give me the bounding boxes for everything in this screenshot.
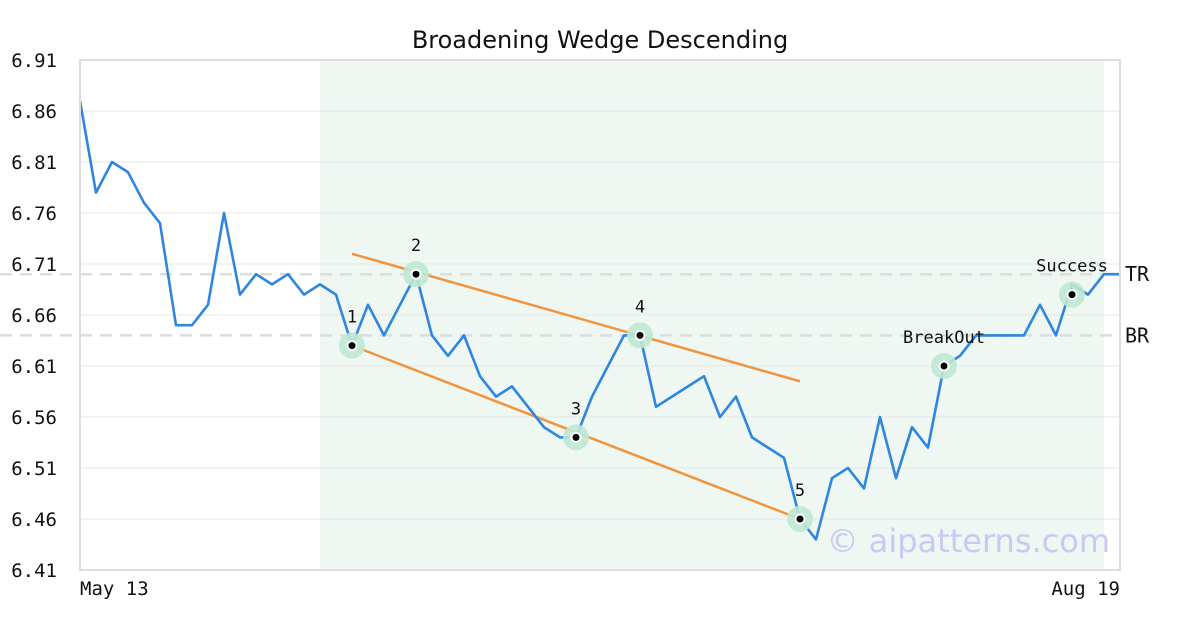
x-tick-label: May 13 xyxy=(80,578,149,600)
y-tick-label: 6.66 xyxy=(11,305,57,327)
y-tick-label: 6.41 xyxy=(11,560,57,582)
point-marker xyxy=(348,342,356,350)
y-tick-label: 6.56 xyxy=(11,407,57,429)
point-marker xyxy=(940,362,948,370)
y-tick-label: 6.86 xyxy=(11,101,57,123)
grid-lines xyxy=(80,110,1120,520)
y-tick-label: 6.91 xyxy=(11,50,57,72)
y-tick-label: 6.51 xyxy=(11,458,57,480)
point-label: 3 xyxy=(571,399,581,419)
point-marker xyxy=(1068,291,1076,299)
watermark: © aipatterns.com xyxy=(827,522,1110,560)
level-label: TR xyxy=(1125,262,1150,286)
point-label: BreakOut xyxy=(903,328,985,348)
pattern-points: 1 2 3 4 5 BreakOut Success xyxy=(339,236,1108,532)
point-marker xyxy=(412,270,420,278)
chart-title: Broadening Wedge Descending xyxy=(412,26,788,54)
point-marker xyxy=(572,433,580,441)
level-lines: TR BR xyxy=(0,262,1150,347)
y-tick-label: 6.46 xyxy=(11,509,57,531)
level-label: BR xyxy=(1125,323,1150,347)
point-label: 5 xyxy=(795,481,805,501)
point-label: 2 xyxy=(411,236,421,256)
y-tick-label: 6.76 xyxy=(11,203,57,225)
y-axis: 6.91 6.86 6.81 6.76 6.71 6.66 6.61 6.56 6.51 6.46… xyxy=(11,50,57,582)
x-tick-label: Aug 19 xyxy=(1051,578,1120,600)
point-label: Success xyxy=(1036,257,1108,277)
point-label: 4 xyxy=(635,297,645,317)
y-tick-label: 6.71 xyxy=(11,254,57,276)
point-marker xyxy=(636,331,644,339)
x-axis: May 13 Aug 19 xyxy=(80,578,1120,600)
point-marker xyxy=(796,515,804,523)
y-tick-label: 6.81 xyxy=(11,152,57,174)
plot-frame xyxy=(79,59,1121,571)
point-label: 1 xyxy=(347,308,357,328)
y-tick-label: 6.61 xyxy=(11,356,57,378)
